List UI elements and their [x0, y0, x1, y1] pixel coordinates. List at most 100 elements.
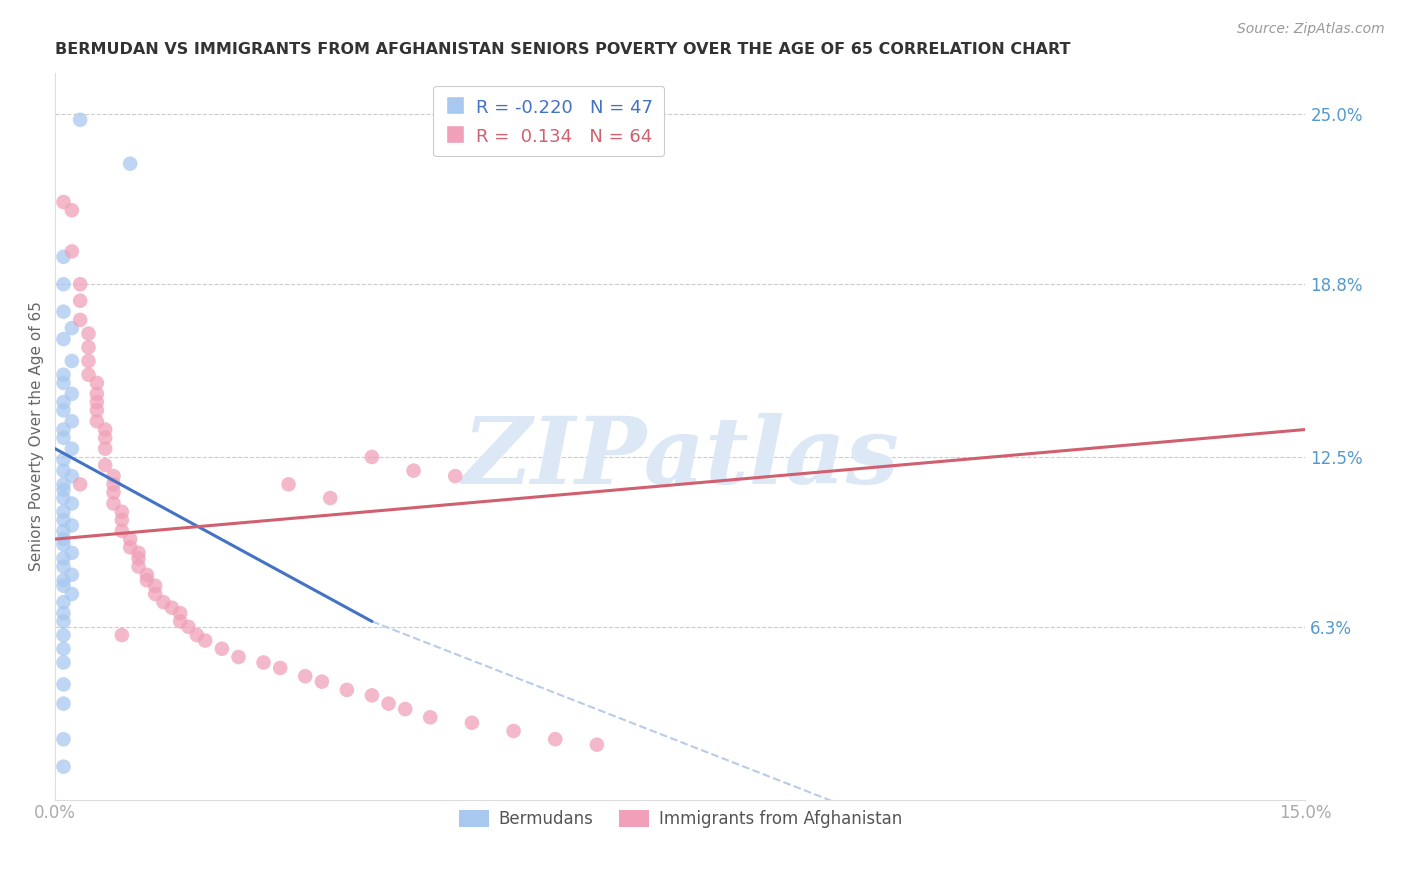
Point [377, 697, 399, 711]
Point [52, 477, 75, 491]
Point [52, 606, 75, 620]
Point [361, 689, 384, 703]
Point [94, 423, 117, 437]
Point [186, 628, 208, 642]
Point [269, 661, 291, 675]
Point [169, 615, 191, 629]
Point [60, 387, 83, 401]
Point [86, 387, 108, 401]
Point [52, 559, 75, 574]
Point [52, 579, 75, 593]
Point [394, 702, 416, 716]
Point [143, 587, 166, 601]
Point [52, 513, 75, 527]
Point [160, 600, 183, 615]
Point [52, 595, 75, 609]
Point [86, 403, 108, 417]
Y-axis label: Seniors Poverty Over the Age of 65: Seniors Poverty Over the Age of 65 [30, 301, 44, 571]
Point [461, 715, 484, 730]
Point [111, 628, 134, 642]
Point [94, 442, 117, 456]
Point [103, 477, 125, 491]
Point [60, 587, 83, 601]
Point [52, 505, 75, 519]
Point [120, 156, 142, 170]
Point [294, 669, 316, 683]
Point [120, 541, 142, 555]
Point [69, 277, 91, 292]
Point [319, 491, 342, 505]
Point [60, 442, 83, 456]
Point [111, 513, 134, 527]
Point [52, 250, 75, 264]
Point [52, 194, 75, 209]
Point [194, 633, 217, 648]
Point [60, 203, 83, 218]
Point [60, 354, 83, 368]
Point [52, 332, 75, 346]
Point [94, 431, 117, 445]
Point [69, 313, 91, 327]
Point [86, 376, 108, 390]
Point [52, 304, 75, 318]
Point [52, 423, 75, 437]
Point [544, 732, 567, 747]
Point [103, 485, 125, 500]
Point [502, 724, 524, 739]
Point [52, 641, 75, 656]
Point [52, 759, 75, 773]
Point [252, 656, 274, 670]
Point [94, 458, 117, 472]
Point [277, 477, 299, 491]
Point [311, 674, 333, 689]
Point [52, 538, 75, 552]
Point [52, 697, 75, 711]
Point [52, 677, 75, 691]
Point [111, 505, 134, 519]
Point [52, 395, 75, 409]
Point [86, 414, 108, 428]
Point [586, 738, 609, 752]
Point [77, 340, 100, 354]
Point [60, 469, 83, 483]
Point [169, 606, 191, 620]
Point [52, 615, 75, 629]
Point [52, 491, 75, 505]
Point [77, 326, 100, 341]
Point [103, 496, 125, 510]
Point [69, 112, 91, 127]
Point [361, 450, 384, 464]
Point [120, 532, 142, 546]
Point [419, 710, 441, 724]
Point [52, 368, 75, 382]
Point [228, 650, 250, 665]
Text: ZIPatlas: ZIPatlas [461, 413, 898, 503]
Point [69, 293, 91, 308]
Point [111, 524, 134, 538]
Point [60, 244, 83, 259]
Point [60, 567, 83, 582]
Point [52, 524, 75, 538]
Point [52, 431, 75, 445]
Point [60, 496, 83, 510]
Point [52, 277, 75, 292]
Point [77, 368, 100, 382]
Point [69, 477, 91, 491]
Point [152, 595, 174, 609]
Point [60, 546, 83, 560]
Point [52, 464, 75, 478]
Point [211, 641, 233, 656]
Point [135, 574, 157, 588]
Point [52, 574, 75, 588]
Text: Source: ZipAtlas.com: Source: ZipAtlas.com [1237, 22, 1385, 37]
Point [402, 464, 425, 478]
Point [444, 469, 467, 483]
Point [52, 483, 75, 497]
Point [60, 414, 83, 428]
Point [336, 682, 359, 697]
Point [103, 469, 125, 483]
Point [52, 532, 75, 546]
Point [128, 546, 150, 560]
Point [143, 579, 166, 593]
Point [135, 567, 157, 582]
